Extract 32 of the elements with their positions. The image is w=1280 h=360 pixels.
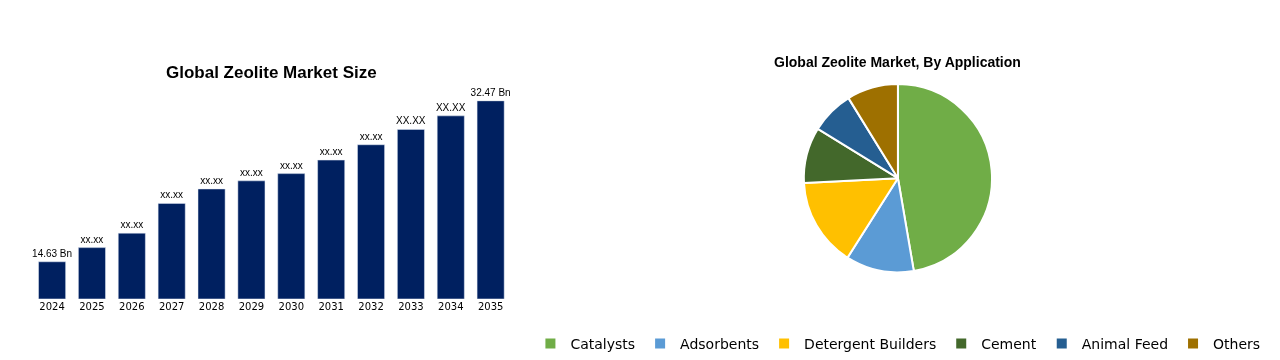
data-label: xx.xx [200, 174, 223, 186]
data-label: 32.47 Bn [470, 86, 511, 98]
x-tick-label: 2024 [39, 300, 65, 312]
data-label: 14.63 Bn [32, 247, 73, 259]
x-tick-label: 2028 [198, 300, 225, 312]
x-tick-label: 2033 [398, 300, 424, 312]
data-label: xx.xx [80, 233, 104, 245]
legend-label: Detergent Builders [804, 336, 937, 353]
x-tick-label: 2027 [158, 300, 185, 312]
data-label: xx.xx [319, 146, 343, 158]
data-label: xx.xx [240, 166, 263, 178]
x-tick-label: 2026 [119, 300, 145, 312]
x-tick-label: 2035 [477, 300, 504, 312]
data-label: xx.xx [359, 130, 383, 142]
data-label: XX.XX [396, 115, 426, 127]
legend-label: Adsorbents [680, 336, 760, 353]
data-label: xx.xx [120, 219, 144, 231]
legend-label: Others [1213, 336, 1261, 353]
chart-title: Global Zeolite Market, By Application [774, 54, 1021, 70]
x-tick-label: 2029 [238, 300, 265, 312]
legend-label: Animal Feed [1081, 336, 1169, 353]
x-tick-label: 2030 [278, 300, 305, 312]
x-tick-label: 2031 [318, 300, 344, 312]
data-label: XX.XX [435, 101, 466, 113]
data-label: xx.xx [279, 159, 303, 171]
data-label: xx.xx [160, 189, 184, 201]
x-tick-label: 2032 [358, 300, 384, 312]
x-tick-label: 2034 [438, 300, 464, 312]
chart-title: Global Zeolite Market Size [166, 63, 377, 82]
legend-label: Catalysts [570, 336, 636, 353]
x-tick-label: 2025 [79, 300, 105, 312]
legend-label: Cement [981, 336, 1037, 353]
